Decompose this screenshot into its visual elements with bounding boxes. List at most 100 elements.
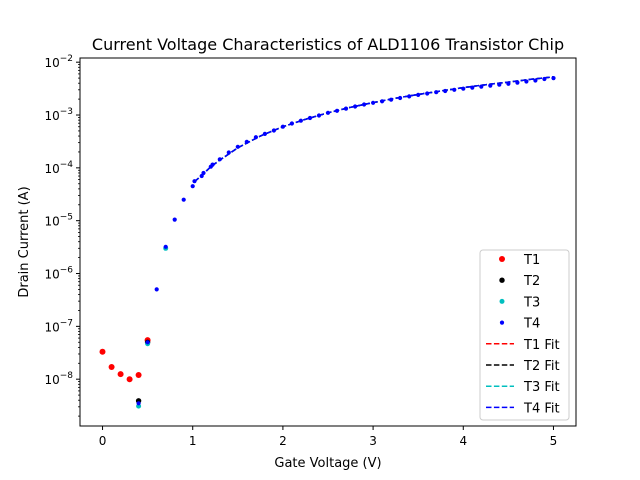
x-tick-label: 3 [369, 434, 377, 448]
point-t4 [452, 87, 457, 92]
point-t4 [334, 108, 340, 113]
fit-line-t4-fit [194, 76, 554, 183]
point-t4 [325, 110, 331, 115]
y-tick-label: 10−7 [44, 318, 73, 334]
point-t4 [497, 82, 502, 87]
point-t4 [389, 97, 394, 102]
point-t4 [316, 113, 322, 118]
y-tick-label: 10−3 [44, 107, 73, 123]
fit-lines [194, 76, 554, 183]
point-t4 [407, 94, 412, 99]
point-t1 [126, 376, 133, 383]
legend-item-t2: T2 [499, 274, 540, 289]
legend-box [479, 249, 570, 421]
legend-marker [499, 320, 505, 325]
point-t4 [244, 139, 249, 144]
legend-label: T2 Fit [523, 359, 560, 374]
legend-item-t2-fit: T2 Fit [486, 359, 560, 374]
legend-items: T1 T2 T3 T4 T1 Fit T2 Fit T3 Fit T4 Fit [486, 253, 560, 416]
point-t4 [145, 340, 150, 345]
point-t4 [398, 95, 403, 101]
point-t4 [343, 106, 349, 111]
legend-label: T2 [523, 274, 540, 289]
point-t4 [416, 92, 421, 97]
point-t4 [353, 104, 358, 109]
point-t4 [289, 121, 294, 126]
point-t4 [425, 91, 430, 96]
legend-item-t1-fit: T1 Fit [486, 338, 560, 353]
point-t4 [210, 162, 215, 167]
y-tick-label: 10−6 [44, 266, 73, 282]
y-tick-label: 10−8 [44, 371, 73, 387]
point-t4 [479, 84, 484, 89]
point-t4 [470, 85, 475, 90]
data-points [99, 76, 556, 409]
x-ticks: 0 1 2 3 4 5 [99, 426, 558, 448]
legend-marker [499, 277, 505, 283]
point-t4 [271, 128, 276, 133]
legend-label: T1 [523, 253, 540, 268]
point-t4 [461, 86, 466, 91]
point-t4 [533, 78, 538, 83]
x-tick-label: 1 [189, 434, 197, 448]
legend: T1 T2 T3 T4 T1 Fit T2 Fit T3 Fit T4 Fit [479, 249, 570, 421]
legend-item-t4-fit: T4 Fit [486, 401, 560, 416]
legend-item-t3: T3 [499, 295, 540, 310]
point-t1 [117, 371, 124, 378]
point-t4 [190, 184, 195, 189]
point-t4 [262, 131, 267, 136]
x-axis-label: Gate Voltage (V) [274, 456, 381, 471]
point-t4 [515, 80, 520, 85]
legend-item-t4: T4 [499, 317, 540, 332]
legend-item-t1: T1 [499, 253, 540, 268]
point-t4 [307, 115, 313, 121]
point-t4 [192, 179, 197, 184]
legend-label: T1 Fit [523, 338, 560, 353]
point-t4 [371, 100, 376, 105]
point-t4 [524, 79, 529, 84]
point-t4 [380, 99, 385, 104]
chart-title: Current Voltage Characteristics of ALD11… [92, 35, 564, 54]
point-t4 [226, 150, 231, 155]
point-t4 [181, 197, 186, 202]
legend-marker [499, 298, 505, 304]
legend-label: T4 Fit [523, 401, 560, 416]
x-tick-label: 5 [550, 434, 558, 448]
y-ticks: 10−8 10−7 10−6 10−5 10−4 10−3 10−2 [44, 54, 80, 417]
point-t4 [542, 76, 547, 82]
point-t4 [298, 118, 303, 123]
point-t4 [280, 124, 285, 129]
point-t4 [488, 83, 493, 88]
point-t4 [154, 287, 159, 292]
fit-line-t3-fit [194, 76, 554, 183]
point-t4 [217, 157, 222, 162]
legend-item-t3-fit: T3 Fit [486, 380, 560, 395]
x-tick-label: 4 [459, 434, 467, 448]
y-tick-label: 10−5 [44, 213, 73, 229]
y-axis-label: Drain Current (A) [17, 186, 32, 297]
legend-marker [499, 256, 505, 262]
legend-label: T4 [523, 317, 540, 332]
fit-line-t1-fit [194, 76, 554, 183]
point-t1 [108, 364, 115, 370]
point-t4 [235, 144, 240, 149]
point-t4 [136, 401, 141, 406]
point-t4 [163, 244, 168, 249]
y-tick-label: 10−4 [44, 160, 73, 176]
point-t4 [434, 90, 439, 95]
point-t1 [135, 372, 142, 378]
point-t4 [362, 102, 367, 107]
x-tick-label: 2 [279, 434, 287, 448]
point-t4 [172, 217, 177, 222]
fit-line-t2-fit [194, 76, 554, 183]
point-t4 [443, 88, 448, 94]
legend-label: T3 [523, 295, 540, 310]
legend-label: T3 Fit [523, 380, 560, 395]
y-tick-label: 10−2 [44, 54, 73, 70]
x-tick-label: 0 [99, 434, 107, 448]
point-t4 [253, 135, 258, 140]
point-t1 [99, 348, 106, 355]
point-t4 [506, 81, 511, 86]
point-t4 [551, 76, 556, 81]
